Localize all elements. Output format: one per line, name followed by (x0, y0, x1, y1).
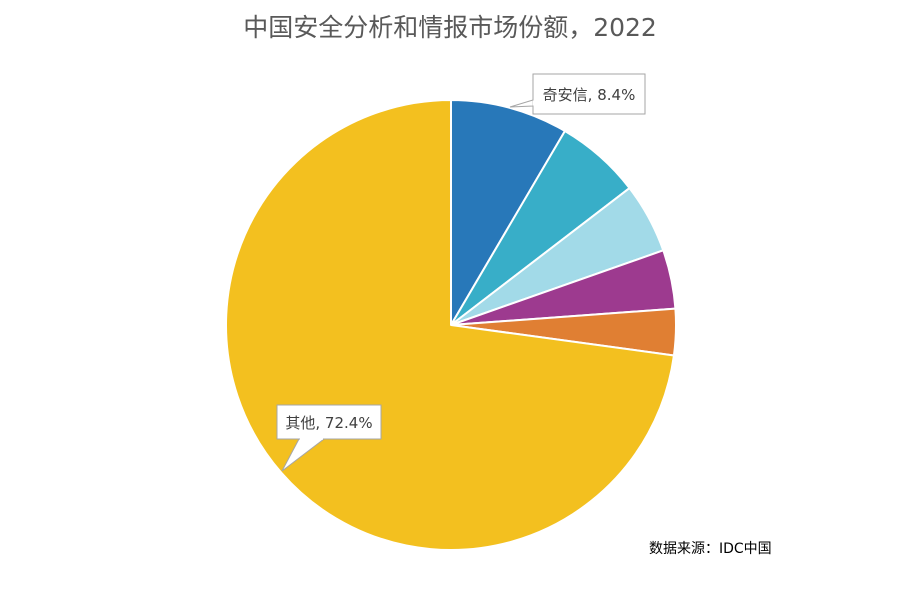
data-label-other: 其他, 72.4% (285, 414, 372, 432)
callout-qianxin: 奇安信, 8.4% (509, 73, 646, 115)
source-note: 数据来源：IDC中国 (649, 541, 772, 557)
chart-title: 中国安全分析和情报市场份额，2022 (243, 13, 657, 42)
pie-slices (225, 99, 677, 551)
data-label-qianxin: 奇安信, 8.4% (543, 86, 636, 104)
callout-pointer-qianxin (509, 99, 534, 108)
callout-box-qianxin (532, 73, 646, 115)
callout-other: 其他, 72.4% (276, 404, 382, 472)
pie-slice-0 (450, 99, 566, 326)
callout-box-other (276, 404, 382, 440)
